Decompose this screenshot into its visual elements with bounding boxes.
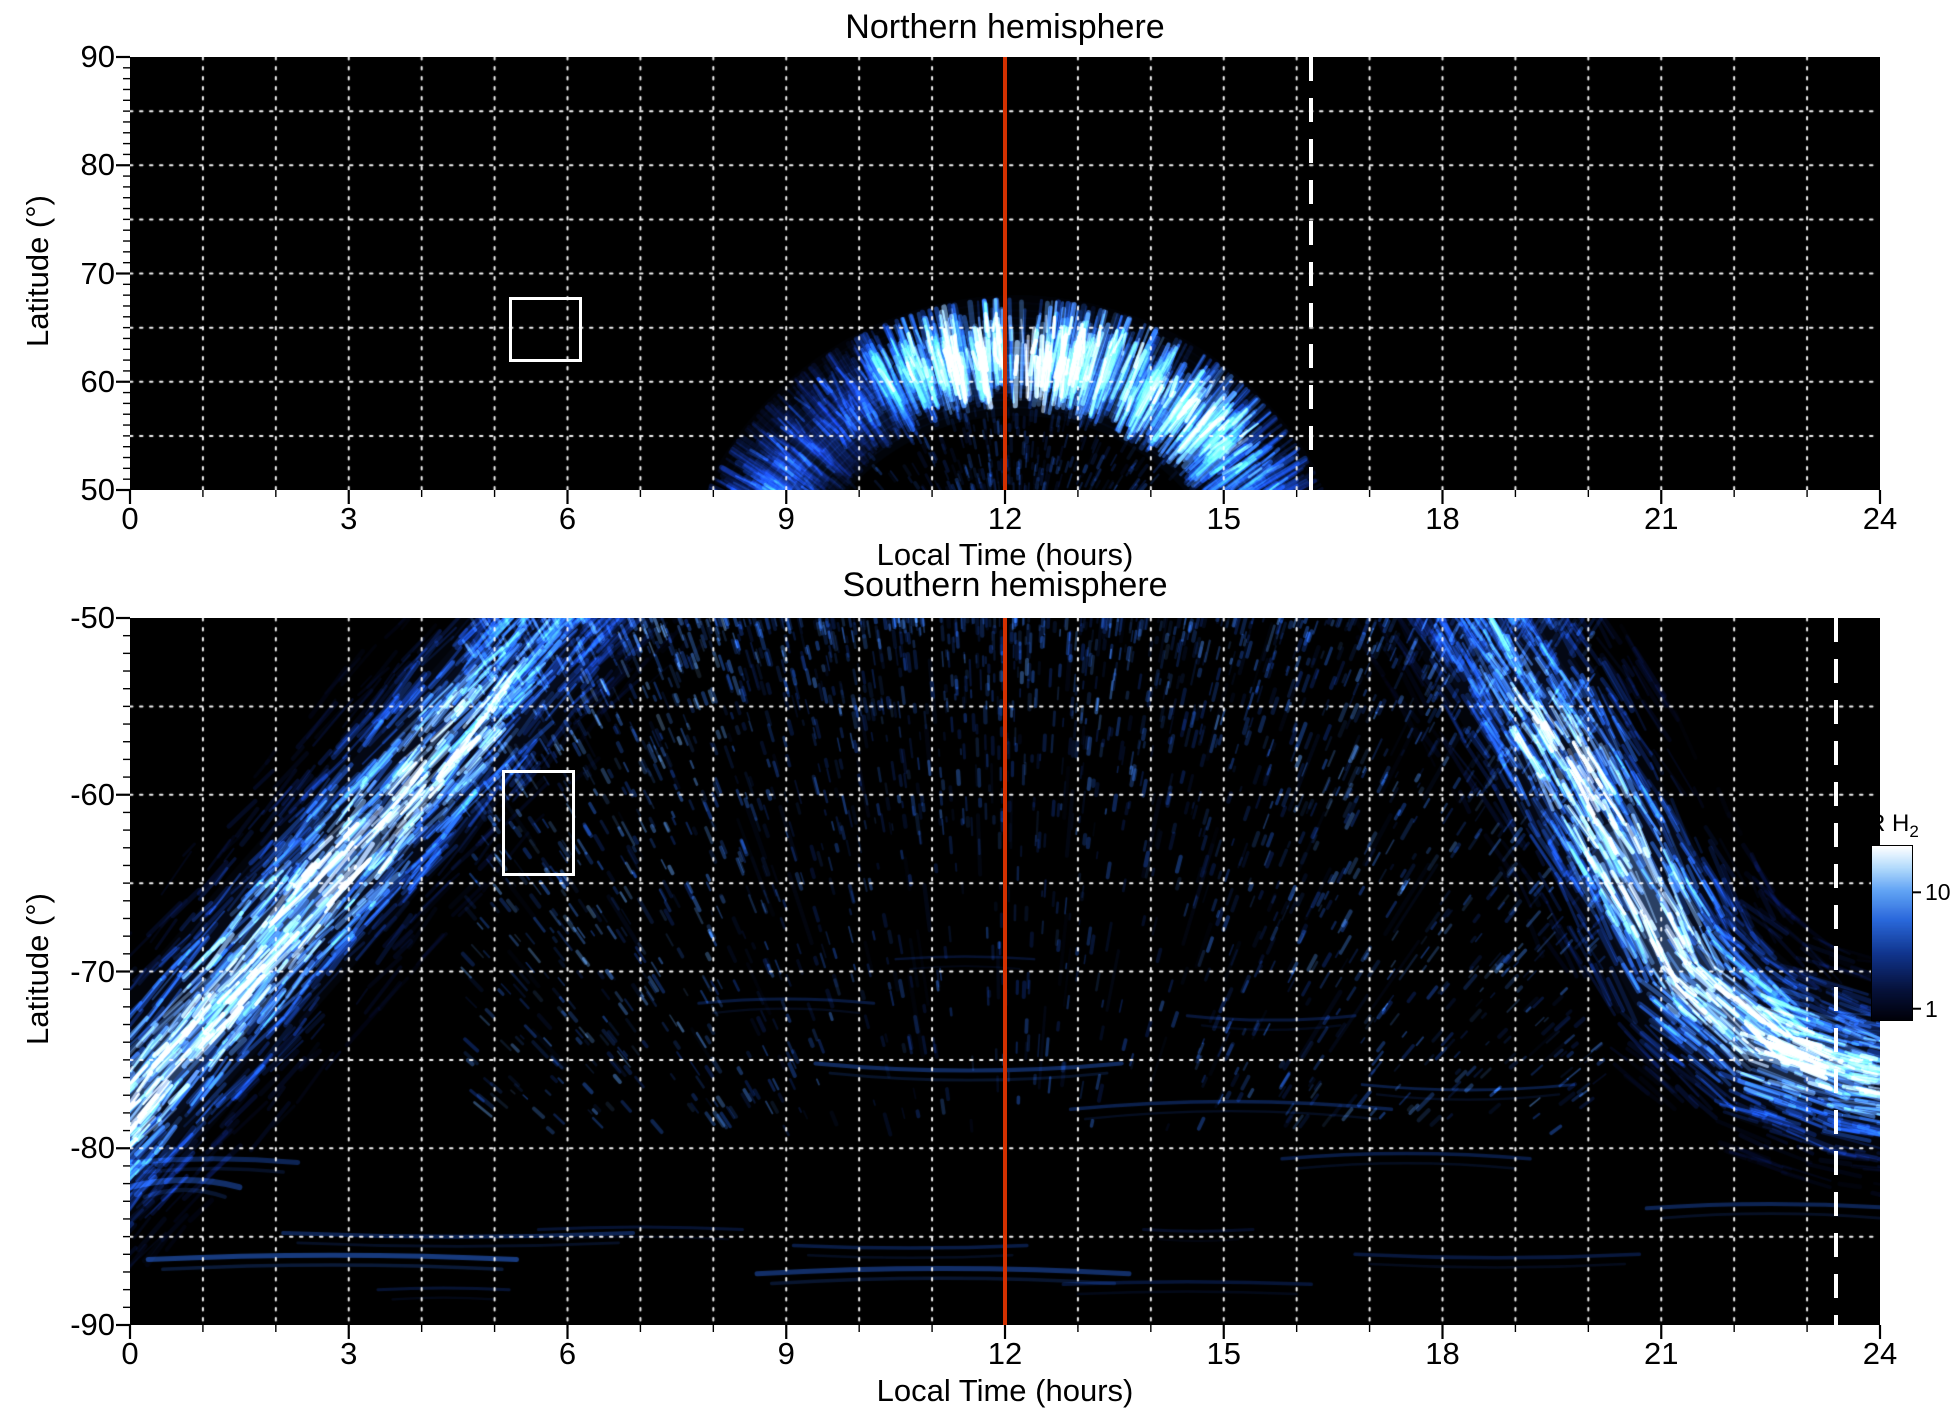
south-y-tick-label: -80	[70, 1130, 115, 1166]
north-y-tick-label: 80	[80, 147, 115, 183]
north-noon-meridian-line	[1002, 57, 1008, 490]
south-x-tick-label: 9	[777, 1336, 795, 1371]
north-x-tick-label: 3	[340, 501, 358, 536]
north-x-tick-label: 24	[1862, 501, 1898, 536]
colorbar-title-subscript: 2	[1909, 821, 1919, 841]
colorbar-title-text: kR H	[1856, 810, 1910, 837]
south-y-tick-label: -90	[70, 1307, 115, 1342]
south-x-tick-label: 18	[1425, 1336, 1460, 1371]
north-title: Northern hemisphere	[845, 8, 1165, 46]
south-x-tick-label: 3	[340, 1336, 358, 1371]
south-highlight-box	[501, 770, 575, 877]
south-x-tick-label: 15	[1206, 1336, 1241, 1371]
south-title: Southern hemisphere	[842, 566, 1168, 604]
south-x-tick-label: 12	[987, 1336, 1023, 1371]
south-noon-meridian-line	[1002, 618, 1008, 1325]
south-y-tick-label: -50	[70, 600, 115, 635]
colorbar-title: kR H2	[1856, 810, 1919, 846]
north-dashed-time-marker	[1309, 57, 1314, 490]
south-y-tick-label: -60	[70, 776, 115, 812]
north-highlight-box	[509, 297, 583, 363]
south-xaxis-label: Local Time (hours)	[876, 1373, 1134, 1408]
colorbar-gradient	[1871, 845, 1913, 1021]
south-x-tick-label: 0	[121, 1336, 139, 1371]
north-y-tick-label: 50	[80, 472, 115, 507]
south-dashed-time-marker	[1834, 618, 1839, 1325]
north-x-tick-label: 6	[558, 501, 577, 536]
south-x-tick-label: 6	[558, 1336, 577, 1371]
colorbar-tick-label: 10	[1925, 879, 1950, 906]
north-xaxis-label: Local Time (hours)	[876, 537, 1134, 572]
north-x-tick-label: 15	[1206, 501, 1241, 536]
north-y-tick-label: 90	[80, 39, 115, 74]
north-y-tick-label: 60	[80, 363, 115, 399]
south-x-tick-label: 24	[1862, 1336, 1898, 1371]
north-x-tick-label: 12	[987, 501, 1023, 536]
colorbar-tick-label: 1	[1925, 995, 1938, 1022]
north-x-tick-label: 9	[777, 501, 795, 536]
north-x-tick-label: 21	[1644, 501, 1679, 536]
north-x-tick-label: 18	[1425, 501, 1460, 536]
north-x-tick-label: 0	[121, 501, 139, 536]
south-x-tick-label: 21	[1644, 1336, 1679, 1371]
north-y-tick-label: 70	[80, 255, 115, 291]
south-y-tick-label: -70	[70, 953, 115, 989]
